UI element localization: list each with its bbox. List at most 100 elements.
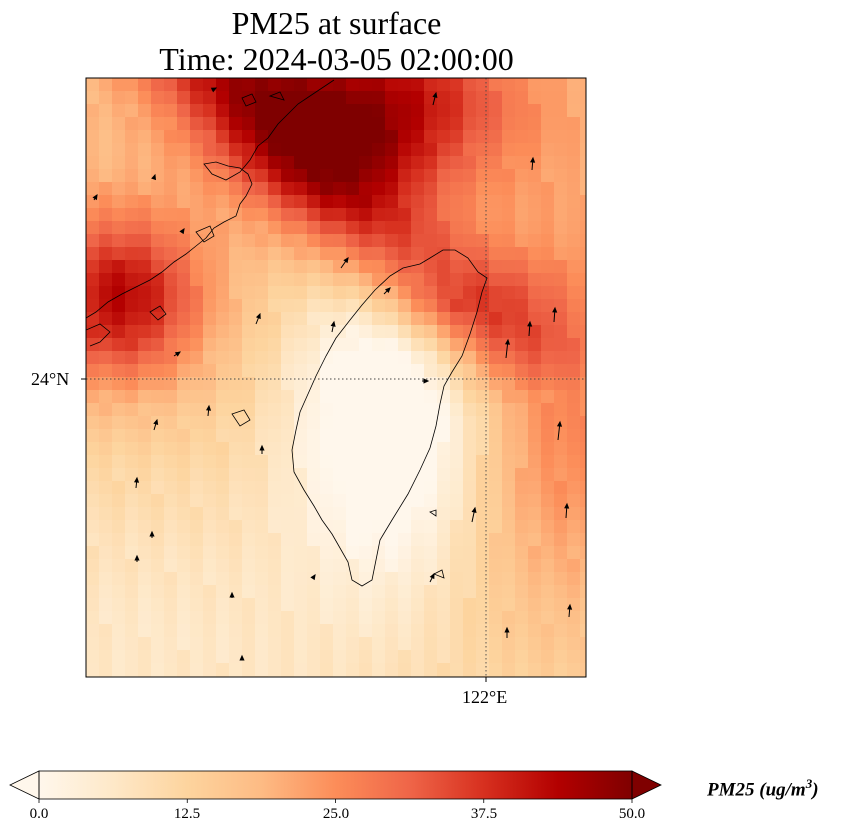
pm25-cell <box>424 286 438 300</box>
pm25-cell <box>151 351 165 365</box>
pm25-cell <box>242 325 256 339</box>
pm25-cell <box>411 377 425 391</box>
pm25-cell <box>398 351 412 365</box>
pm25-cell <box>515 559 529 573</box>
pm25-cell <box>242 273 256 287</box>
pm25-cell <box>346 156 360 170</box>
pm25-cell <box>346 494 360 508</box>
pm25-cell <box>229 455 243 469</box>
pm25-cell <box>203 611 217 625</box>
pm25-cell <box>489 117 503 131</box>
colorbar-label-main: PM25 (ug/m <box>707 779 806 801</box>
pm25-cell <box>437 507 451 521</box>
pm25-cell <box>489 273 503 287</box>
pm25-cell <box>268 338 282 352</box>
pm25-cell <box>463 559 477 573</box>
pm25-cell <box>151 377 165 391</box>
pm25-cell <box>307 585 321 599</box>
pm25-cell <box>151 260 165 274</box>
pm25-cell <box>502 650 516 664</box>
pm25-cell <box>411 234 425 248</box>
pm25-cell <box>307 390 321 404</box>
pm25-cell <box>268 663 282 677</box>
pm25-cell <box>177 312 191 326</box>
pm25-cell <box>411 247 425 261</box>
pm25-cell <box>528 130 542 144</box>
pm25-cell <box>294 286 308 300</box>
pm25-cell <box>359 416 373 430</box>
pm25-cell <box>502 494 516 508</box>
pm25-cell <box>411 676 425 677</box>
pm25-cell <box>281 338 295 352</box>
pm25-cell <box>151 624 165 638</box>
pm25-cell <box>333 156 347 170</box>
pm25-cell <box>99 663 113 677</box>
lon-label: 122°E <box>462 687 508 707</box>
pm25-cell <box>450 286 464 300</box>
pm25-cell <box>541 286 555 300</box>
pm25-cell <box>346 468 360 482</box>
pm25-cell <box>489 611 503 625</box>
pm25-cell <box>411 390 425 404</box>
pm25-cell <box>242 676 256 677</box>
pm25-cell <box>203 247 217 261</box>
pm25-cell <box>515 325 529 339</box>
pm25-cell <box>307 91 321 105</box>
pm25-cell <box>294 663 308 677</box>
pm25-cell <box>515 312 529 326</box>
pm25-cell <box>164 169 178 183</box>
pm25-cell <box>294 169 308 183</box>
pm25-cell <box>580 403 586 417</box>
pm25-cell <box>424 494 438 508</box>
pm25-cell <box>333 546 347 560</box>
pm25-cell <box>216 182 230 196</box>
pm25-cell <box>437 78 451 92</box>
pm25-cell <box>554 364 568 378</box>
pm25-cell <box>502 546 516 560</box>
pm25-cell <box>450 520 464 534</box>
pm25-cell <box>229 429 243 443</box>
pm25-cell <box>333 598 347 612</box>
pm25-cell <box>580 208 586 222</box>
pm25-cell <box>138 247 152 261</box>
coast-islands <box>86 91 445 579</box>
pm25-cell <box>541 364 555 378</box>
pm25-cell <box>333 117 347 131</box>
pm25-cell <box>151 455 165 469</box>
pm25-cell <box>86 117 100 131</box>
pm25-cell <box>580 104 586 118</box>
pm25-cell <box>320 130 334 144</box>
pm25-cell <box>112 286 126 300</box>
pm25-cell <box>294 299 308 313</box>
pm25-cell <box>580 481 586 495</box>
pm25-cell <box>190 468 204 482</box>
pm25-cell <box>281 312 295 326</box>
pm25-cell <box>476 637 490 651</box>
pm25-cell <box>307 481 321 495</box>
pm25-cell <box>112 78 126 92</box>
pm25-cell <box>528 286 542 300</box>
pm25-cell <box>359 169 373 183</box>
pm25-cell <box>333 338 347 352</box>
pm25-cell <box>86 468 100 482</box>
pm25-cell <box>320 312 334 326</box>
pm25-cell <box>372 429 386 443</box>
pm25-cell <box>320 663 334 677</box>
pm25-cell <box>437 286 451 300</box>
pm25-cell <box>580 611 586 625</box>
colorbar-tick-3: 37.5 <box>470 806 498 822</box>
pm25-cell <box>580 598 586 612</box>
pm25-cell <box>567 312 581 326</box>
pm25-cell <box>307 416 321 430</box>
pm25-cell <box>398 442 412 456</box>
pm25-cell <box>229 650 243 664</box>
pm25-cell <box>437 663 451 677</box>
pm25-cell <box>125 494 139 508</box>
pm25-cell <box>528 559 542 573</box>
pm25-cell <box>242 286 256 300</box>
pm25-cell <box>385 663 399 677</box>
pm25-cell <box>541 624 555 638</box>
pm25-cell <box>177 182 191 196</box>
pm25-cell <box>515 676 529 677</box>
pm25-cell <box>99 312 113 326</box>
